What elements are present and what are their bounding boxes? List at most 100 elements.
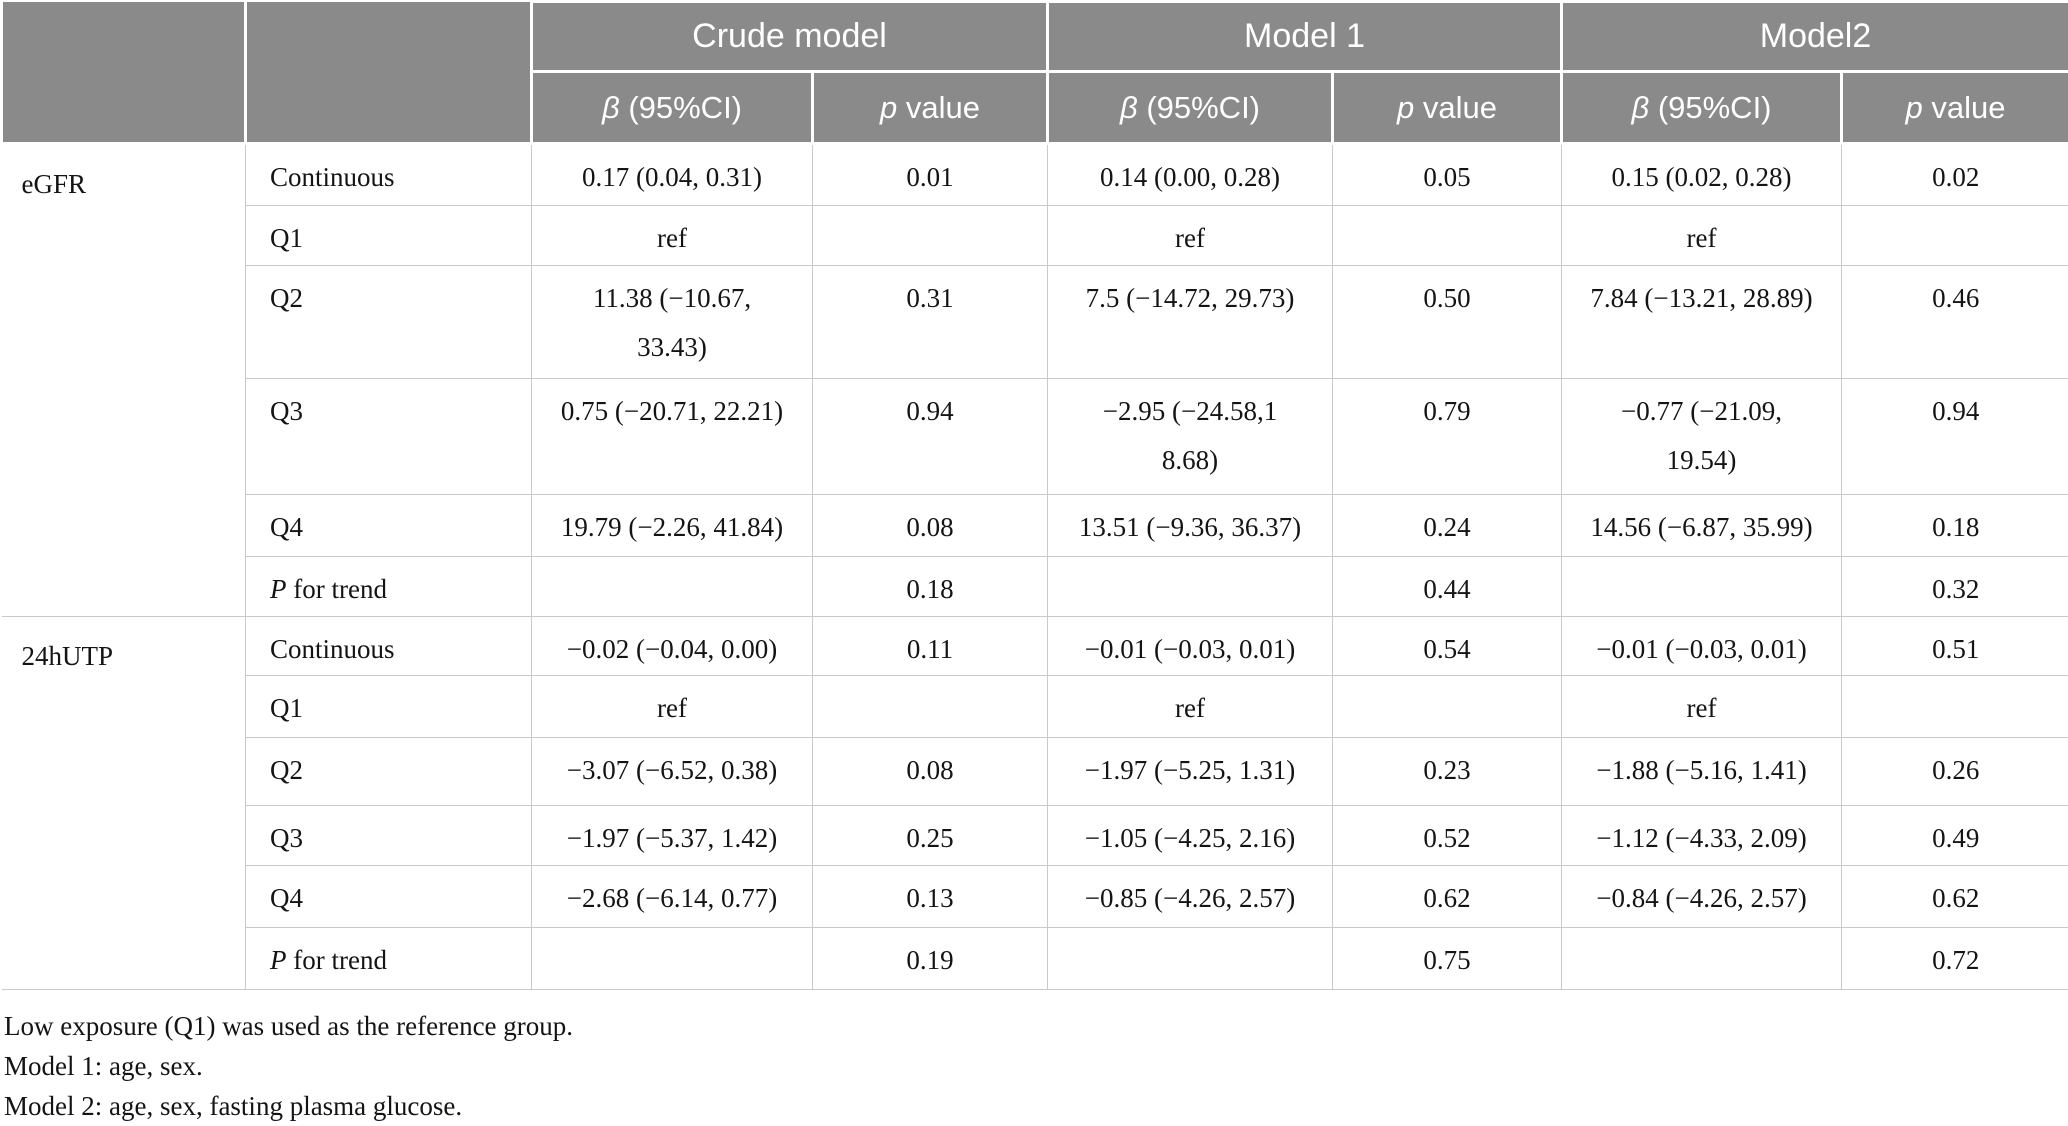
egfr-q1-row: Q1 ref ref ref — [2, 206, 2068, 266]
beta-ci-label: (95%CI) — [1649, 90, 1771, 125]
trend-label-text: for trend — [287, 945, 387, 975]
table-header: Crude model Model 1 Model2 β (95%CI) p v… — [2, 2, 2068, 144]
p-cell: 0.54 — [1333, 617, 1562, 676]
egfr-continuous-row: eGFR Continuous 0.17 (0.04, 0.31) 0.01 0… — [2, 144, 2068, 206]
p-cell: 0.31 — [813, 266, 1048, 379]
p-cell: 0.23 — [1333, 738, 1562, 806]
p-cell: 0.72 — [1842, 928, 2068, 990]
p-cell: 0.94 — [813, 379, 1048, 495]
row-label: Q3 — [246, 379, 532, 495]
beta-cell: −3.07 (−6.52, 0.38) — [532, 738, 813, 806]
p-cell: 0.08 — [813, 738, 1048, 806]
beta-cell: −1.97 (−5.37, 1.42) — [532, 806, 813, 866]
beta-cell: ref — [1048, 676, 1333, 738]
row-label-p-for-trend: P for trend — [246, 928, 532, 990]
beta-cell: −2.95 (−24.58,1 8.68) — [1048, 379, 1333, 495]
p-cell: 0.01 — [813, 144, 1048, 206]
beta-cell: −1.05 (−4.25, 2.16) — [1048, 806, 1333, 866]
beta-cell: −0.01 (−0.03, 0.01) — [1048, 617, 1333, 676]
beta-cell: −2.68 (−6.14, 0.77) — [532, 866, 813, 928]
beta-cell: 11.38 (−10.67, 33.43) — [532, 266, 813, 379]
p-cell: 0.51 — [1842, 617, 2068, 676]
beta-cell — [1048, 928, 1333, 990]
row-label: Q2 — [246, 738, 532, 806]
row-label: Continuous — [246, 144, 532, 206]
beta-cell: 19.79 (−2.26, 41.84) — [532, 495, 813, 557]
beta-cell: 0.17 (0.04, 0.31) — [532, 144, 813, 206]
row-label: Q2 — [246, 266, 532, 379]
beta-cell — [1562, 557, 1842, 617]
beta-cell: −0.84 (−4.26, 2.57) — [1562, 866, 1842, 928]
footnote-model-1: Model 1: age, sex. — [4, 1046, 2068, 1086]
trend-p-symbol: P — [270, 574, 287, 604]
utp-q3-row: Q3 −1.97 (−5.37, 1.42) 0.25 −1.05 (−4.25… — [2, 806, 2068, 866]
footnote-reference-group: Low exposure (Q1) was used as the refere… — [4, 1006, 2068, 1046]
trend-label-text: for trend — [287, 574, 387, 604]
corner-cell-variable — [2, 2, 246, 144]
p-value-label: value — [1923, 90, 2006, 125]
utp-continuous-row: 24hUTP Continuous −0.02 (−0.04, 0.00) 0.… — [2, 617, 2068, 676]
beta-cell: ref — [532, 206, 813, 266]
beta-cell: 13.51 (−9.36, 36.37) — [1048, 495, 1333, 557]
p-cell: 0.24 — [1333, 495, 1562, 557]
beta-cell: −0.02 (−0.04, 0.00) — [532, 617, 813, 676]
beta-cell: 0.15 (0.02, 0.28) — [1562, 144, 1842, 206]
sub-header-m1-beta: β (95%CI) — [1048, 72, 1333, 144]
p-cell: 0.79 — [1333, 379, 1562, 495]
beta-cell: ref — [1562, 676, 1842, 738]
beta-cell: 7.5 (−14.72, 29.73) — [1048, 266, 1333, 379]
p-symbol: p — [1397, 90, 1414, 125]
row-label: Q1 — [246, 676, 532, 738]
row-label: Q4 — [246, 495, 532, 557]
beta-cell: 0.14 (0.00, 0.28) — [1048, 144, 1333, 206]
group-header-crude-model: Crude model — [532, 2, 1048, 72]
table-body: eGFR Continuous 0.17 (0.04, 0.31) 0.01 0… — [2, 144, 2068, 990]
p-cell: 0.13 — [813, 866, 1048, 928]
p-cell: 0.02 — [1842, 144, 2068, 206]
utp-q2-row: Q2 −3.07 (−6.52, 0.38) 0.08 −1.97 (−5.25… — [2, 738, 2068, 806]
beta-cell: ref — [1048, 206, 1333, 266]
regression-results-table: Crude model Model 1 Model2 β (95%CI) p v… — [0, 0, 2068, 990]
p-cell — [813, 206, 1048, 266]
egfr-q2-row: Q2 11.38 (−10.67, 33.43) 0.31 7.5 (−14.7… — [2, 266, 2068, 379]
p-cell: 0.52 — [1333, 806, 1562, 866]
row-label: Q1 — [246, 206, 532, 266]
sub-header-m2-p: p value — [1842, 72, 2068, 144]
egfr-q4-row: Q4 19.79 (−2.26, 41.84) 0.08 13.51 (−9.3… — [2, 495, 2068, 557]
sub-header-m2-beta: β (95%CI) — [1562, 72, 1842, 144]
beta-cell — [1048, 557, 1333, 617]
p-cell: 0.49 — [1842, 806, 2068, 866]
p-cell — [1333, 676, 1562, 738]
beta-cell: −0.85 (−4.26, 2.57) — [1048, 866, 1333, 928]
p-cell: 0.19 — [813, 928, 1048, 990]
beta-cell: ref — [1562, 206, 1842, 266]
corner-cell-category — [246, 2, 532, 144]
p-cell: 0.18 — [813, 557, 1048, 617]
beta-cell: −1.88 (−5.16, 1.41) — [1562, 738, 1842, 806]
row-label: Q4 — [246, 866, 532, 928]
p-cell: 0.62 — [1842, 866, 2068, 928]
p-symbol: p — [1906, 90, 1923, 125]
p-cell: 0.05 — [1333, 144, 1562, 206]
beta-cell: −1.12 (−4.33, 2.09) — [1562, 806, 1842, 866]
variable-label-egfr: eGFR — [2, 144, 246, 617]
footnote-model-2: Model 2: age, sex, fasting plasma glucos… — [4, 1086, 2068, 1126]
p-cell — [1333, 206, 1562, 266]
p-cell: 0.32 — [1842, 557, 2068, 617]
p-symbol: p — [880, 90, 897, 125]
beta-cell — [532, 557, 813, 617]
variable-label-24hutp: 24hUTP — [2, 617, 246, 990]
p-value-label: value — [897, 90, 980, 125]
p-cell — [1842, 206, 2068, 266]
sub-header-crude-beta: β (95%CI) — [532, 72, 813, 144]
beta-cell — [1562, 928, 1842, 990]
group-header-model-2: Model2 — [1562, 2, 2068, 72]
trend-p-symbol: P — [270, 945, 287, 975]
utp-trend-row: P for trend 0.19 0.75 0.72 — [2, 928, 2068, 990]
p-cell: 0.46 — [1842, 266, 2068, 379]
beta-cell: −1.97 (−5.25, 1.31) — [1048, 738, 1333, 806]
p-cell: 0.62 — [1333, 866, 1562, 928]
p-value-label: value — [1414, 90, 1497, 125]
utp-q4-row: Q4 −2.68 (−6.14, 0.77) 0.13 −0.85 (−4.26… — [2, 866, 2068, 928]
